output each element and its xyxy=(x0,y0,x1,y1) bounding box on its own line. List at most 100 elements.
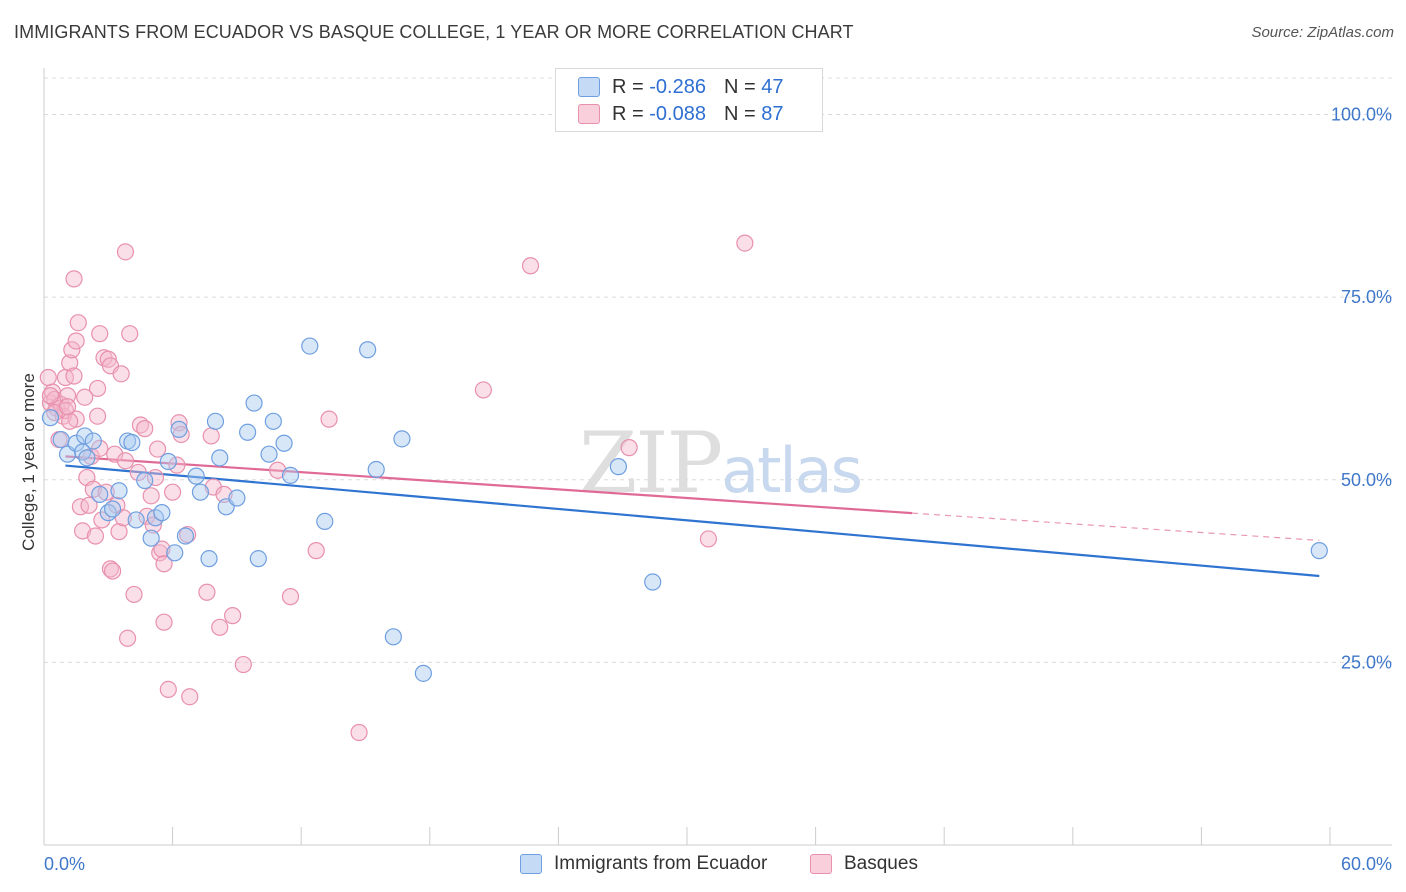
data-point-basques xyxy=(350,723,368,742)
data-point-basques xyxy=(125,585,143,604)
data-point-basques xyxy=(69,314,87,332)
data-point-ecuador xyxy=(78,449,96,467)
data-point-basques xyxy=(88,407,107,425)
x-tick-label-max: 60.0% xyxy=(1341,854,1392,874)
tick-labels: 25.0% 50.0% 75.0% 100.0% 0.0% 60.0% xyxy=(44,105,1392,874)
bottom-legend-ecuador: Immigrants from Ecuador xyxy=(520,850,767,878)
watermark-zip: ZIP xyxy=(579,414,721,512)
data-point-ecuador xyxy=(301,337,319,355)
bottom-legend-label-ecuador: Immigrants from Ecuador xyxy=(554,853,768,874)
data-point-ecuador xyxy=(103,500,122,518)
data-point-ecuador xyxy=(264,412,282,430)
legend-r-label: R = xyxy=(612,102,644,125)
data-point-ecuador xyxy=(393,430,411,448)
data-point-ecuador xyxy=(110,482,128,500)
data-point-basques xyxy=(168,456,186,474)
data-point-basques xyxy=(699,530,718,548)
data-point-ecuador xyxy=(200,550,218,568)
y-axis-label: College, 1 year or more xyxy=(19,373,38,551)
data-point-basques xyxy=(110,523,128,541)
data-point-basques xyxy=(142,487,160,505)
data-point-ecuador xyxy=(249,550,267,568)
data-point-ecuador xyxy=(142,529,160,547)
data-point-ecuador xyxy=(609,458,628,476)
legend-n-label: N = xyxy=(723,102,756,125)
data-point-basques xyxy=(148,440,167,458)
data-point-basques xyxy=(67,410,85,428)
data-point-ecuador xyxy=(67,434,85,452)
data-point-basques xyxy=(307,542,325,560)
watermark-atlas: atlas xyxy=(721,434,861,507)
y-tick-label: 75.0% xyxy=(1341,287,1392,307)
data-point-ecuador xyxy=(52,430,70,449)
axes xyxy=(43,68,1392,846)
data-point-ecuador xyxy=(136,471,154,490)
data-point-basques xyxy=(61,354,79,372)
data-point-basques xyxy=(211,618,229,636)
data-point-ecuador xyxy=(211,449,229,467)
data-point-basques xyxy=(73,522,92,540)
y-tick-label: 50.0% xyxy=(1341,470,1392,490)
legend-n-label: N = xyxy=(723,75,756,98)
legend-row-basques: R = -0.088 N = 87 xyxy=(578,101,783,127)
data-point-basques xyxy=(155,555,173,573)
data-point-basques xyxy=(65,270,83,288)
data-point-ecuador xyxy=(176,527,195,545)
data-point-basques xyxy=(736,234,754,252)
data-point-basques xyxy=(88,379,107,398)
data-point-basques xyxy=(106,445,124,463)
bottom-legend-basques: Basques xyxy=(810,850,918,878)
legend-swatch-pink xyxy=(578,104,600,124)
data-point-basques xyxy=(99,350,117,368)
trend-lines xyxy=(65,455,1320,578)
data-point-basques xyxy=(58,398,77,416)
data-point-basques xyxy=(224,607,242,625)
data-point-basques xyxy=(136,420,154,438)
data-point-ecuador xyxy=(275,434,293,452)
data-point-basques xyxy=(164,483,182,501)
data-point-basques xyxy=(146,468,165,487)
data-point-ecuador xyxy=(1310,542,1328,560)
data-point-ecuador xyxy=(91,485,109,503)
data-point-basques xyxy=(101,560,120,578)
data-point-basques xyxy=(198,583,216,601)
data-point-ecuador xyxy=(644,573,662,591)
y-tick-label: 100.0% xyxy=(1331,105,1392,125)
data-point-ecuador xyxy=(281,466,300,484)
data-point-basques xyxy=(159,680,177,699)
data-point-basques xyxy=(474,381,492,399)
data-point-ecuador xyxy=(187,467,205,485)
data-point-ecuador xyxy=(359,341,377,359)
basques-points xyxy=(39,234,754,742)
ecuador-points xyxy=(41,337,1328,682)
data-point-basques xyxy=(76,388,94,406)
data-point-ecuador xyxy=(153,504,171,522)
data-point-ecuador xyxy=(239,423,257,441)
data-point-basques xyxy=(67,332,85,350)
grid-lines xyxy=(44,77,1392,663)
x-tick-label-min: 0.0% xyxy=(44,854,85,874)
bottom-legend-label-basques: Basques xyxy=(844,853,918,874)
trend-line-basques-extension xyxy=(912,512,1320,542)
data-point-ecuador xyxy=(166,544,184,562)
data-point-basques xyxy=(118,629,137,647)
data-point-basques xyxy=(153,540,171,558)
legend-swatch-blue xyxy=(578,77,600,97)
legend-r-label: R = xyxy=(612,75,644,98)
data-point-basques xyxy=(91,325,109,343)
data-point-ecuador xyxy=(206,412,225,430)
legend-n-value: 87 xyxy=(761,102,784,125)
data-point-ecuador xyxy=(159,452,177,471)
data-point-ecuador xyxy=(170,420,188,438)
legend-r-value: -0.088 xyxy=(649,102,706,125)
chart-source: Source: ZipAtlas.com xyxy=(1251,24,1394,41)
bottom-legend-swatch-blue xyxy=(520,854,542,874)
correlation-legend: R = -0.286 N = 47 R = -0.088 N = 87 xyxy=(555,68,823,132)
data-point-basques xyxy=(202,427,220,445)
data-point-basques xyxy=(41,387,60,405)
data-point-basques xyxy=(116,243,135,261)
data-point-basques xyxy=(86,527,105,545)
data-point-basques xyxy=(521,257,540,275)
data-point-basques xyxy=(61,412,79,430)
data-point-basques xyxy=(63,341,81,359)
